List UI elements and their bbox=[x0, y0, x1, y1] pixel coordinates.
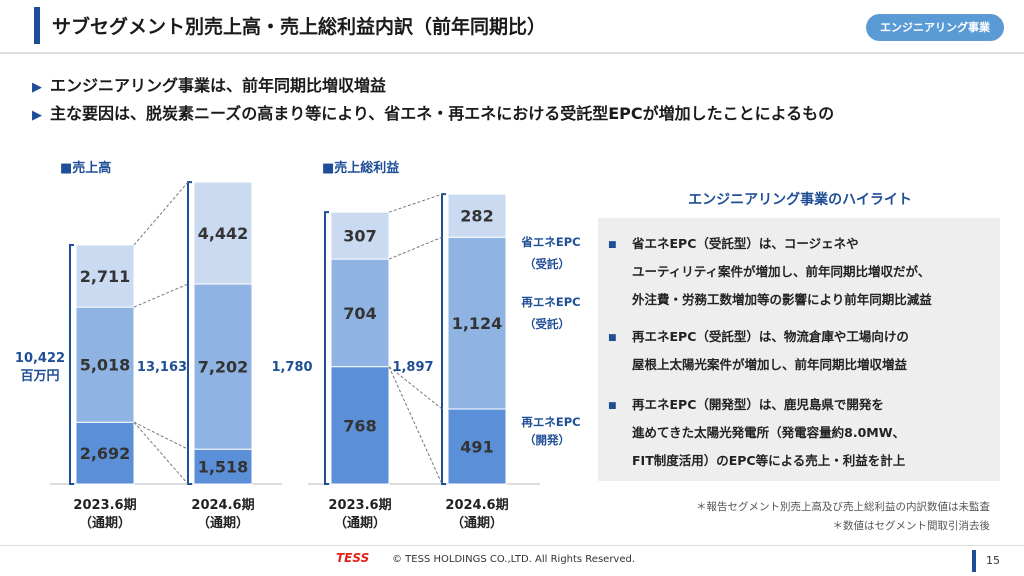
profit-category-sub-0: （通期） bbox=[334, 515, 386, 531]
sales-category-1: 2024.6期 bbox=[191, 498, 254, 513]
sales-category-0: 2023.6期 bbox=[73, 498, 136, 513]
title-accent-bar bbox=[34, 7, 40, 44]
profit-category-1: 2024.6期 bbox=[445, 498, 508, 513]
sales-bracket-0 bbox=[69, 243, 74, 485]
profit-chart-title: ■売上総利益 bbox=[322, 161, 400, 176]
highlight-1: 省エネEPC（受託型）は、コージェネや ユーティリティ案件が増加し、前年同期比増… bbox=[632, 230, 997, 314]
triangle-bullet-icon: ▶ bbox=[32, 108, 42, 123]
profit-label-1-1: 1,124 bbox=[452, 314, 503, 333]
profit-label-0-1: 704 bbox=[343, 304, 376, 323]
sales-total-1: 13,163 bbox=[137, 360, 187, 375]
sales-bar-1-seg-0 bbox=[193, 448, 253, 485]
highlight-2-line-1: 再エネEPC（受託型）は、物流倉庫や工場向けの bbox=[632, 329, 909, 344]
page-title: サブセグメント別売上高・売上総利益内訳（前年同期比） bbox=[52, 16, 547, 38]
bullet-1: ▶ エンジニアリング事業は、前年同期比増収増益 bbox=[32, 72, 386, 96]
stacked-bar-charts: 2,692 5,018 2,711 2023.6期 （通期） 1,518 7,202 4,44… bbox=[15, 181, 581, 531]
legend-0-line2: （受託） bbox=[524, 257, 570, 271]
profit-bar-0-seg-2 bbox=[330, 211, 390, 260]
sales-connector-0 bbox=[133, 421, 189, 485]
highlight-3-line-1: 再エネEPC（開発型）は、鹿児島県で開発を bbox=[632, 397, 884, 412]
highlight-1-line-1: 省エネEPC（受託型）は、コージェネや bbox=[632, 236, 859, 251]
highlight-2-line-2: 屋根上太陽光案件が増加し、前年同期比増収増益 bbox=[632, 357, 908, 372]
profit-connector-0 bbox=[388, 366, 443, 485]
legend-1-line2: （受託） bbox=[524, 317, 570, 331]
sales-category-sub-0: （通期） bbox=[79, 515, 131, 531]
sales-label-0-1: 5,018 bbox=[80, 356, 131, 375]
profit-label-0-0: 768 bbox=[343, 416, 376, 435]
profit-connector-1 bbox=[388, 366, 443, 410]
highlight-1-line-2: ユーティリティ案件が増加し、前年同期比増収だが、 bbox=[632, 264, 931, 279]
logo-text: TESS bbox=[336, 551, 370, 565]
profit-bracket-1 bbox=[441, 193, 446, 485]
bullet-2-text: 主な要因は、脱炭素ニーズの高まり等により、省エネ・再エネにおける受託型EPCが増… bbox=[50, 104, 835, 123]
highlights-box bbox=[598, 218, 1000, 481]
profit-bar-0-seg-0 bbox=[330, 366, 390, 485]
highlights-title: エンジニアリング事業のハイライト bbox=[688, 192, 912, 208]
sales-bar-0-seg-0 bbox=[75, 421, 135, 485]
profit-bar-1-seg-2 bbox=[447, 193, 507, 238]
highlight-1-bullet: ■ bbox=[608, 240, 617, 250]
sales-chart-title: ■売上高 bbox=[60, 161, 112, 176]
sales-connector-2 bbox=[133, 283, 189, 308]
segment-badge: エンジニアリング事業 bbox=[866, 14, 1004, 41]
sales-label-1-1: 7,202 bbox=[198, 358, 249, 377]
profit-category-sub-1: （通期） bbox=[451, 515, 503, 531]
profit-total-0: 1,780 bbox=[271, 360, 312, 375]
sales-bar-1-seg-2 bbox=[193, 181, 253, 285]
profit-total-1: 1,897 bbox=[392, 360, 433, 375]
company-logo: TESS bbox=[336, 551, 369, 565]
sales-label-1-0: 1,518 bbox=[198, 458, 249, 477]
sales-bar-0-seg-1 bbox=[75, 306, 135, 423]
page-number-bar bbox=[972, 550, 976, 572]
profit-bar-1-seg-0 bbox=[447, 408, 507, 485]
highlight-3-line-3: FIT制度活用）のEPC等による売上・利益を計上 bbox=[632, 453, 906, 468]
bullet-2: ▶ 主な要因は、脱炭素ニーズの高まり等により、省エネ・再エネにおける受託型EPCが… bbox=[32, 100, 834, 124]
sales-bracket-1 bbox=[187, 181, 192, 485]
page-number: 15 bbox=[986, 554, 1000, 567]
legend-2-line2: （開発） bbox=[524, 433, 570, 447]
highlight-3: 再エネEPC（開発型）は、鹿児島県で開発を 進めてきた太陽光発電所（発電容量約8… bbox=[632, 391, 997, 475]
sales-label-0-2: 2,711 bbox=[80, 267, 131, 286]
sales-total-unit: 百万円 bbox=[20, 369, 59, 384]
profit-connector-2 bbox=[388, 236, 443, 260]
sales-bar-1-seg-1 bbox=[193, 283, 253, 450]
sales-bar-0-seg-2 bbox=[75, 244, 135, 308]
profit-label-0-2: 307 bbox=[343, 227, 376, 246]
sales-total-0: 10,422 bbox=[15, 351, 65, 366]
copyright: © TESS HOLDINGS CO.,LTD. All Rights Rese… bbox=[392, 554, 636, 565]
profit-label-1-0: 491 bbox=[460, 437, 493, 456]
highlight-2-bullet: ■ bbox=[608, 333, 617, 343]
note-1: ＊報告セグメント別売上高及び売上総利益の内訳数値は未監査 bbox=[696, 501, 990, 513]
legend-2-line1: 再エネEPC bbox=[521, 415, 580, 429]
legend-0-line1: 省エネEPC bbox=[520, 235, 580, 249]
note-2: ＊数値はセグメント間取引消去後 bbox=[832, 520, 991, 532]
sales-label-1-2: 4,442 bbox=[198, 224, 249, 243]
highlight-1-line-3: 外注費・労務工数増加等の影響により前年同期比減益 bbox=[632, 292, 932, 307]
title-divider bbox=[0, 52, 1024, 54]
sales-label-0-0: 2,692 bbox=[80, 444, 131, 463]
footer-divider bbox=[0, 545, 1024, 546]
highlight-3-bullet: ■ bbox=[608, 401, 617, 411]
highlight-2: 再エネEPC（受託型）は、物流倉庫や工場向けの 屋根上太陽光案件が増加し、前年同… bbox=[632, 323, 997, 379]
sales-connector-3 bbox=[133, 181, 189, 246]
triangle-bullet-icon: ▶ bbox=[32, 80, 42, 95]
bullet-1-text: エンジニアリング事業は、前年同期比増収増益 bbox=[50, 76, 387, 95]
sales-category-sub-1: （通期） bbox=[197, 515, 249, 531]
profit-category-0: 2023.6期 bbox=[328, 498, 391, 513]
legend-1-line1: 再エネEPC bbox=[521, 295, 580, 309]
highlight-3-line-2: 進めてきた太陽光発電所（発電容量約8.0MW、 bbox=[632, 425, 905, 440]
profit-label-1-2: 282 bbox=[460, 207, 493, 226]
sales-connector-1 bbox=[133, 421, 189, 450]
profit-bracket-0 bbox=[324, 211, 329, 485]
profit-bar-1-seg-1 bbox=[447, 236, 507, 410]
profit-connector-3 bbox=[388, 193, 443, 213]
